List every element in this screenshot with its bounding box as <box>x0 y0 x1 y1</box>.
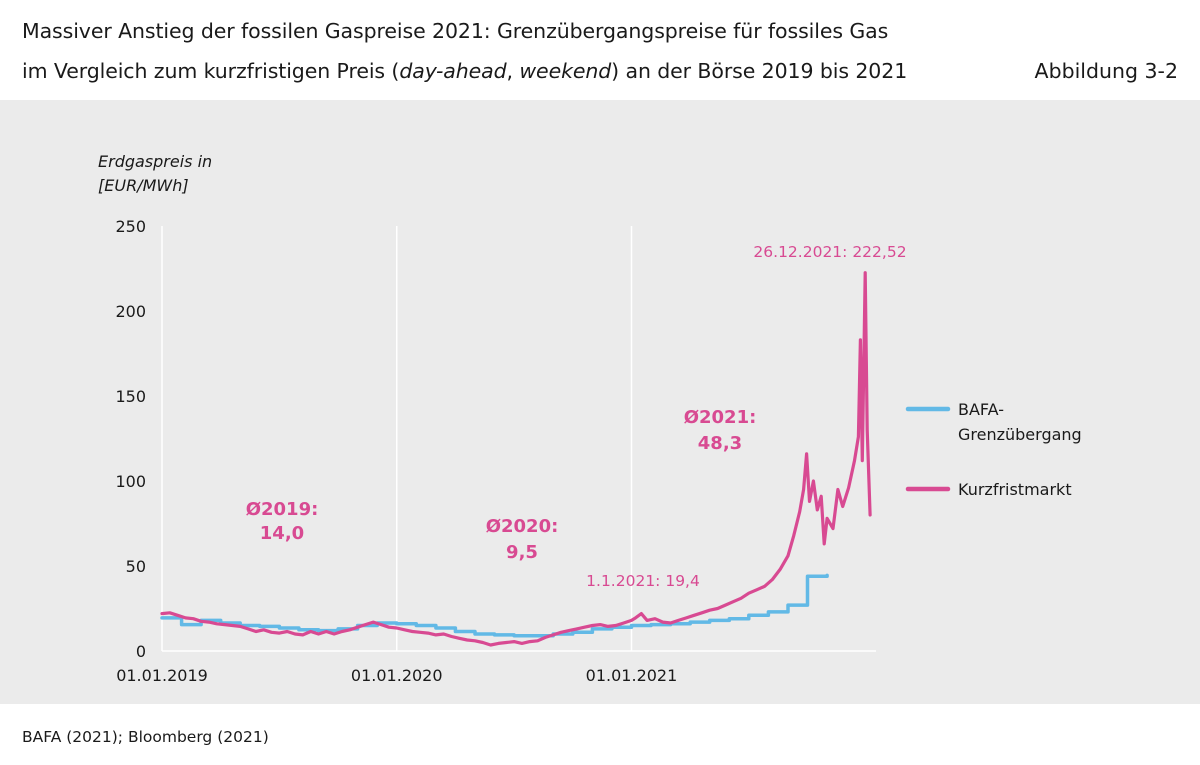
y-axis-label-line-1: Erdgaspreis in <box>98 152 212 171</box>
x-ticks: 01.01.2019 01.01.2020 01.01.2021 <box>116 666 677 685</box>
header: Massiver Anstieg der fossilen Gaspreise … <box>0 0 1200 99</box>
avg-2020-line-2: 9,5 <box>506 542 538 563</box>
title-line-2-italic-1: day-ahead <box>399 59 507 83</box>
x-tick-label: 01.01.2021 <box>586 666 678 685</box>
title-line-1: Massiver Anstieg der fossilen Gaspreise … <box>22 19 889 43</box>
legend: BAFA- Grenzübergang Kurzfristmarkt <box>905 400 1082 499</box>
series-line-kurzfrist <box>160 271 872 647</box>
y-tick-label: 150 <box>115 387 146 406</box>
y-tick-label: 200 <box>115 302 146 321</box>
annotation-2021-start: 1.1.2021: 19,4 <box>586 572 700 590</box>
annotation-peak: 26.12.2021: 222,52 <box>753 243 906 261</box>
title-line-2-a: im Vergleich zum kurzfristigen Preis ( <box>22 59 400 83</box>
series-lines <box>160 271 872 647</box>
avg-2019-line-2: 14,0 <box>260 523 304 544</box>
x-tick-label: 01.01.2019 <box>116 666 208 685</box>
title-line-2-sep: , <box>506 59 520 83</box>
footer: BAFA (2021); Bloomberg (2021) <box>0 706 1200 765</box>
source-note: BAFA (2021); Bloomberg (2021) <box>22 728 269 746</box>
grid <box>161 226 876 652</box>
figure-label: Abbildung 3-2 <box>1034 59 1178 83</box>
title-line-2-b: ) an der Börse 2019 bis 2021 <box>611 59 908 83</box>
title-line-2: im Vergleich zum kurzfristigen Preis (da… <box>22 59 907 83</box>
y-tick-label: 50 <box>126 557 146 576</box>
avg-2019-line-1: Ø2019: <box>246 499 319 520</box>
x-tick-label: 01.01.2020 <box>351 666 443 685</box>
avg-2020-line-1: Ø2020: <box>486 516 559 537</box>
y-tick-label: 250 <box>115 217 146 236</box>
avg-2021-line-1: Ø2021: <box>684 407 757 428</box>
legend-label-bafa-1: BAFA- <box>958 400 1004 419</box>
series-line-bafa <box>160 573 829 638</box>
y-tick-label: 0 <box>136 642 146 661</box>
avg-2021-line-2: 48,3 <box>698 433 742 454</box>
title-line-2-italic-2: weekend <box>519 59 612 83</box>
y-axis-label-line-2: [EUR/MWh] <box>98 176 189 195</box>
y-ticks: 0 50 100 150 200 250 <box>115 217 146 661</box>
y-tick-label: 100 <box>115 472 146 491</box>
legend-label-bafa-2: Grenzübergang <box>958 425 1082 444</box>
chart: Erdgaspreis in [EUR/MWh] 0 50 100 150 200 250… <box>98 152 1082 685</box>
legend-label-kurzfrist: Kurzfristmarkt <box>958 480 1072 499</box>
chart-panel: Erdgaspreis in [EUR/MWh] 0 50 100 150 200 250… <box>0 100 1200 704</box>
